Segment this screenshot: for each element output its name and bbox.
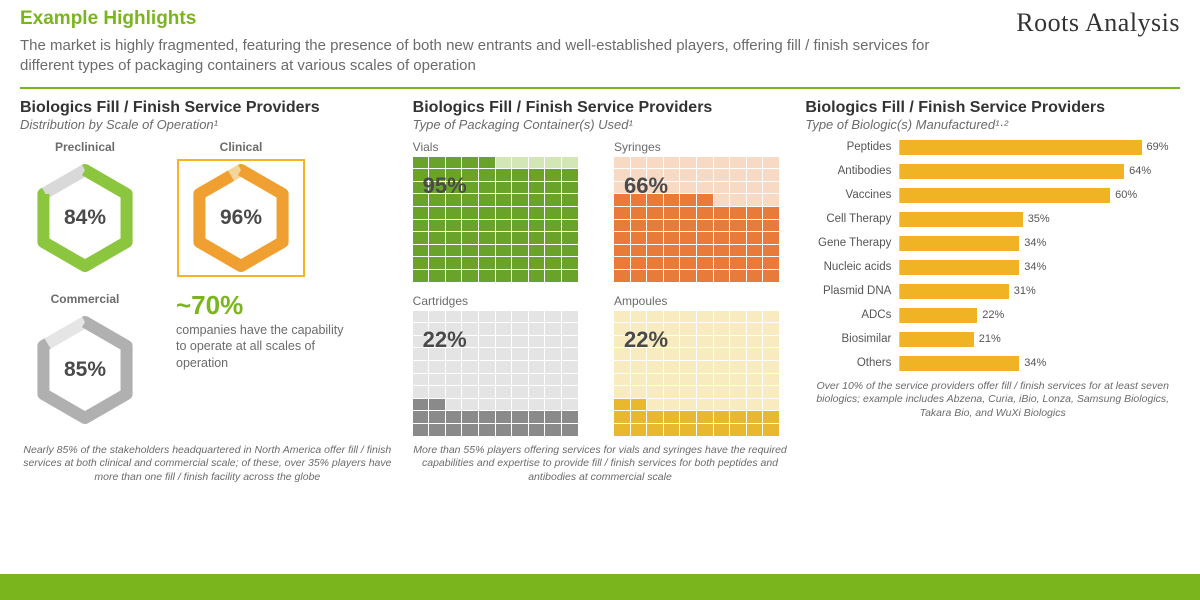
bar-fill bbox=[900, 164, 1124, 179]
bar-track: 31% bbox=[899, 284, 1180, 299]
bar-label: Cell Therapy bbox=[805, 213, 899, 225]
bar-label: Peptides bbox=[805, 141, 899, 153]
waffle-chart: 95% bbox=[413, 157, 578, 282]
callout-text: companies have the capability to operate… bbox=[176, 322, 346, 373]
bar-track: 64% bbox=[899, 164, 1180, 179]
waffle-chart: 66% bbox=[614, 157, 779, 282]
bar-value: 69% bbox=[1142, 141, 1169, 153]
callout: ~70% companies have the capability to op… bbox=[176, 292, 346, 373]
panel-title: Biologics Fill / Finish Service Provider… bbox=[413, 99, 788, 117]
bar-fill bbox=[900, 212, 1022, 227]
bar-row: Nucleic acids 34% bbox=[805, 260, 1180, 275]
hexagon-clinical: Clinical 96% bbox=[176, 140, 306, 278]
bar-value: 64% bbox=[1124, 165, 1151, 177]
bar-fill bbox=[900, 140, 1141, 155]
bar-row: Vaccines 60% bbox=[805, 188, 1180, 203]
waffle-value: 95% bbox=[423, 173, 467, 199]
bar-label: Biosimilar bbox=[805, 333, 899, 345]
waffle-value: 22% bbox=[624, 327, 668, 353]
bar-row: Plasmid DNA 31% bbox=[805, 284, 1180, 299]
callout-value: ~70% bbox=[176, 292, 346, 318]
waffle-label: Vials bbox=[413, 140, 586, 154]
bar-fill bbox=[900, 284, 1008, 299]
waffle-value: 66% bbox=[624, 173, 668, 199]
bar-track: 34% bbox=[899, 236, 1180, 251]
waffle-label: Cartridges bbox=[413, 294, 586, 308]
panel-subtitle: Type of Packaging Container(s) Used¹ bbox=[413, 117, 788, 132]
bar-track: 22% bbox=[899, 308, 1180, 323]
bar-row: Biosimilar 21% bbox=[805, 332, 1180, 347]
waffle-value: 22% bbox=[423, 327, 467, 353]
bar-row: Antibodies 64% bbox=[805, 164, 1180, 179]
bar-fill bbox=[900, 188, 1110, 203]
hex-label: Preclinical bbox=[20, 140, 150, 154]
bar-fill bbox=[900, 236, 1019, 251]
bar-row: ADCs 22% bbox=[805, 308, 1180, 323]
waffle-vials: Vials 95% bbox=[413, 140, 586, 282]
waffle-ampoules: Ampoules 22% bbox=[614, 294, 787, 436]
bar-value: 22% bbox=[977, 309, 1004, 321]
logo: Roots Analysis bbox=[1016, 8, 1180, 38]
footer-bar bbox=[0, 574, 1200, 600]
page-subtitle: The market is highly fragmented, featuri… bbox=[20, 36, 960, 77]
bar-track: 21% bbox=[899, 332, 1180, 347]
bar-row: Peptides 69% bbox=[805, 140, 1180, 155]
panel-footnote: More than 55% players offering services … bbox=[413, 444, 788, 485]
bar-fill bbox=[900, 260, 1019, 275]
bar-value: 34% bbox=[1019, 261, 1046, 273]
hex-label: Clinical bbox=[176, 140, 306, 154]
bar-track: 34% bbox=[899, 260, 1180, 275]
bar-fill bbox=[900, 356, 1019, 371]
panel-footnote: Nearly 85% of the stakeholders headquart… bbox=[20, 444, 395, 485]
panel-biologic-types: Biologics Fill / Finish Service Provider… bbox=[805, 99, 1180, 485]
panel-packaging-containers: Biologics Fill / Finish Service Provider… bbox=[413, 99, 788, 485]
panel-footnote: Over 10% of the service providers offer … bbox=[805, 380, 1180, 421]
bar-track: 35% bbox=[899, 212, 1180, 227]
bar-label: Others bbox=[805, 357, 899, 369]
panel-scale-of-operation: Biologics Fill / Finish Service Provider… bbox=[20, 99, 395, 485]
bar-label: Antibodies bbox=[805, 165, 899, 177]
bar-value: 21% bbox=[974, 333, 1001, 345]
bar-row: Others 34% bbox=[805, 356, 1180, 371]
bar-track: 34% bbox=[899, 356, 1180, 371]
panel-subtitle: Type of Biologic(s) Manufactured¹·² bbox=[805, 117, 1180, 132]
waffle-cartridges: Cartridges 22% bbox=[413, 294, 586, 436]
bar-track: 60% bbox=[899, 188, 1180, 203]
divider bbox=[20, 87, 1180, 89]
bar-value: 35% bbox=[1023, 213, 1050, 225]
bar-label: Gene Therapy bbox=[805, 237, 899, 249]
bar-value: 34% bbox=[1019, 357, 1046, 369]
panel-subtitle: Distribution by Scale of Operation¹ bbox=[20, 117, 395, 132]
hexagon-preclinical: Preclinical 84% bbox=[20, 140, 150, 278]
bar-value: 34% bbox=[1019, 237, 1046, 249]
panel-title: Biologics Fill / Finish Service Provider… bbox=[20, 99, 395, 117]
bar-fill bbox=[900, 332, 973, 347]
bar-label: Vaccines bbox=[805, 189, 899, 201]
hex-value: 96% bbox=[220, 206, 262, 230]
hexagon-commercial: Commercial 85% bbox=[20, 292, 150, 430]
hex-value: 84% bbox=[64, 206, 106, 230]
waffle-label: Syringes bbox=[614, 140, 787, 154]
bar-track: 69% bbox=[899, 140, 1180, 155]
bar-label: ADCs bbox=[805, 309, 899, 321]
bar-value: 60% bbox=[1110, 189, 1137, 201]
waffle-label: Ampoules bbox=[614, 294, 787, 308]
waffle-syringes: Syringes 66% bbox=[614, 140, 787, 282]
waffle-chart: 22% bbox=[413, 311, 578, 436]
bar-row: Gene Therapy 34% bbox=[805, 236, 1180, 251]
bar-label: Plasmid DNA bbox=[805, 285, 899, 297]
panel-title: Biologics Fill / Finish Service Provider… bbox=[805, 99, 1180, 117]
hex-label: Commercial bbox=[20, 292, 150, 306]
hex-value: 85% bbox=[64, 358, 106, 382]
page-title: Example Highlights bbox=[20, 8, 1016, 30]
bar-value: 31% bbox=[1009, 285, 1036, 297]
bar-row: Cell Therapy 35% bbox=[805, 212, 1180, 227]
bar-fill bbox=[900, 308, 977, 323]
waffle-chart: 22% bbox=[614, 311, 779, 436]
bar-label: Nucleic acids bbox=[805, 261, 899, 273]
